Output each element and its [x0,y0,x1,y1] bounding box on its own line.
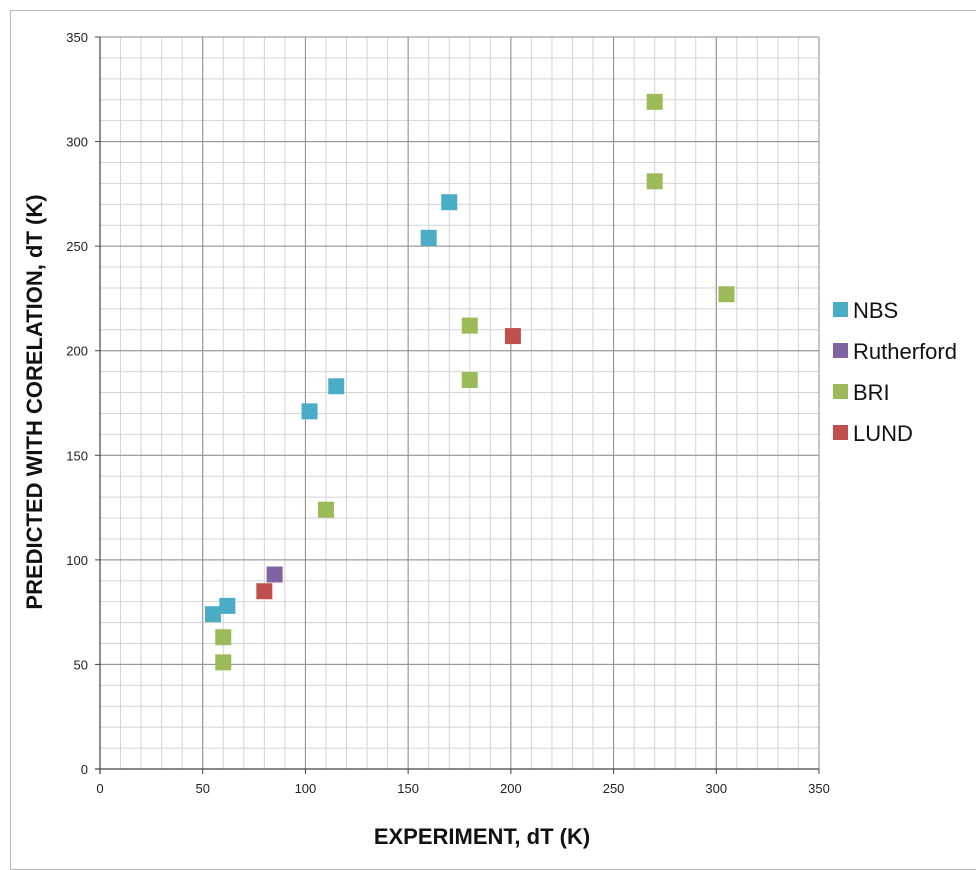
data-point-nbs [328,378,345,395]
y-tick-label: 0 [81,762,88,777]
legend-swatch-bri [833,384,848,399]
data-point-lund [504,328,521,345]
grid [95,36,820,774]
data-point-bri [718,286,735,303]
x-tick-label: 250 [603,781,625,796]
x-tick-label: 150 [397,781,419,796]
data-point-nbs [301,403,318,420]
legend-label-rutherford: Rutherford [853,339,957,364]
y-tick-label: 150 [66,448,88,463]
data-point-bri [215,654,232,671]
legend-swatch-rutherford [833,343,848,358]
chart-frame [10,10,976,870]
y-tick-label: 100 [66,553,88,568]
data-point-nbs [204,606,221,623]
x-tick-label: 300 [705,781,727,796]
y-tick-label: 200 [66,344,88,359]
x-tick-label: 100 [295,781,317,796]
data-point-bri [317,501,334,518]
x-tick-label: 200 [500,781,522,796]
data-point-nbs [219,597,236,614]
legend-label-nbs: NBS [853,298,898,323]
data-point-bri [461,317,478,334]
y-tick-label: 350 [66,30,88,45]
data-point-bri [646,173,663,190]
legend-swatch-lund [833,425,848,440]
data-point-bri [646,93,663,110]
data-point-bri [215,629,232,646]
data-point-bri [461,371,478,388]
x-tick-label: 350 [808,781,830,796]
y-tick-label: 50 [74,657,88,672]
legend-label-lund: LUND [853,421,913,446]
data-point-nbs [441,194,458,211]
data-point-rutherford [266,566,283,583]
y-tick-label: 250 [66,239,88,254]
data-point-nbs [420,229,437,246]
legend: NBS Rutherford BRI LUND [833,298,957,446]
x-tick-label: 0 [96,781,103,796]
y-tick-label: 300 [66,135,88,150]
data-point-lund [256,583,273,600]
x-axis-label: EXPERIMENT, dT (K) [374,824,590,849]
data-points [204,93,735,671]
x-tick-label: 50 [195,781,209,796]
tick-labels: 0 50 100 150 200 250 300 350 0 50 100 150 200 250 300 3… [66,30,830,796]
legend-swatch-nbs [833,302,848,317]
y-axis-label: PREDICTED WITH CORELATION, dT (K) [22,194,47,609]
legend-label-bri: BRI [853,380,890,405]
